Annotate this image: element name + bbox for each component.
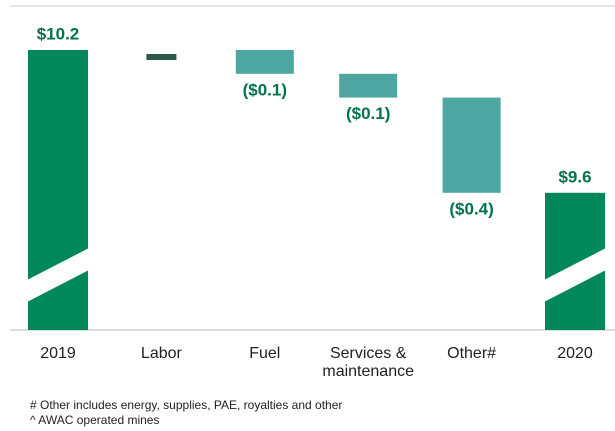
axis-break (27, 248, 89, 302)
delta-bar (442, 97, 501, 193)
footnote: ^ AWAC operated mines (30, 413, 160, 427)
x-tick-label: Fuel (249, 345, 281, 362)
value-label: ($0.1) (243, 80, 287, 99)
delta-bar (235, 50, 294, 74)
x-tick-label: 2019 (40, 345, 76, 362)
x-tick-label: Services & maintenance (322, 345, 414, 380)
value-label: $10.2 (37, 24, 80, 43)
footnote: # Other includes energy, supplies, PAE, … (30, 398, 343, 412)
axis-break (544, 248, 606, 302)
value-label: ($0.1) (346, 104, 390, 123)
value-label: ($0.4) (449, 199, 493, 218)
delta-bar (146, 54, 177, 60)
x-tick-label: Labor (140, 345, 182, 362)
x-tick-label: 2020 (557, 345, 593, 362)
x-tick-label: Other# (447, 345, 497, 362)
delta-bar (339, 73, 398, 98)
value-label: $9.6 (558, 167, 591, 186)
